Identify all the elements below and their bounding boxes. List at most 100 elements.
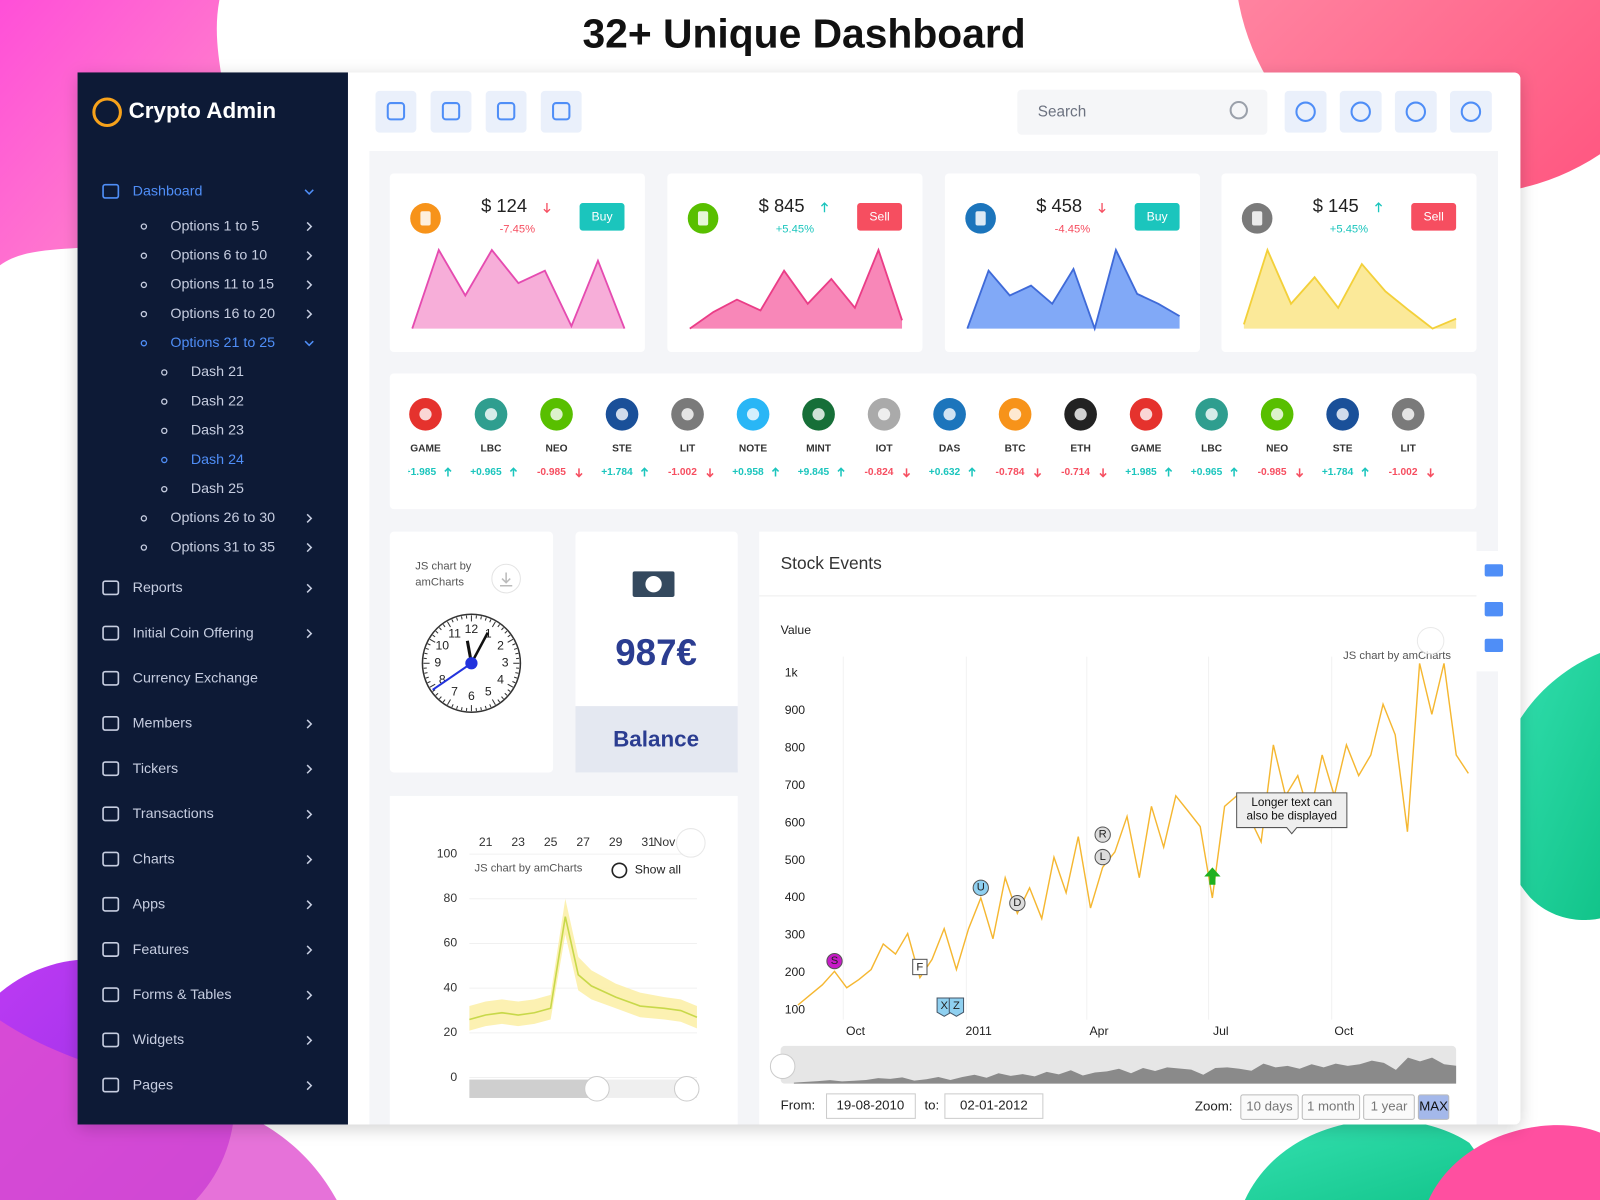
menu-label[interactable]: Dash 24: [191, 452, 244, 468]
search-placeholder[interactable]: Search: [1038, 103, 1086, 120]
zoom-button[interactable]: [1417, 1094, 1450, 1120]
menu-label[interactable]: Members: [133, 716, 192, 732]
tool-icon[interactable]: [1484, 564, 1504, 577]
action-label[interactable]: Buy: [591, 210, 613, 224]
ticker-glyph: [681, 408, 694, 421]
action-button[interactable]: [1134, 203, 1180, 231]
ticker-arrow: [509, 467, 518, 477]
from-date[interactable]: 19-08-2010: [837, 1098, 905, 1113]
header-button[interactable]: [1394, 90, 1437, 133]
menu-label[interactable]: Apps: [133, 897, 166, 913]
header-button[interactable]: [1284, 90, 1327, 133]
search-icon[interactable]: [1229, 101, 1248, 120]
action-button[interactable]: [857, 203, 903, 231]
menu-label[interactable]: Currency Exchange: [133, 671, 258, 687]
ticker-symbol: BTC: [1005, 444, 1027, 455]
header-button[interactable]: [485, 90, 527, 133]
menu-label[interactable]: Features: [133, 942, 189, 958]
menu-label[interactable]: Forms & Tables: [133, 987, 232, 1003]
tool-icon[interactable]: [1484, 638, 1504, 653]
clock-tick: [438, 696, 442, 700]
chart-credit: amCharts: [415, 577, 464, 589]
y-axis-label: Value: [781, 623, 812, 637]
ticker-arrow: [1099, 468, 1107, 478]
download-button[interactable]: [676, 828, 706, 858]
zoom-option[interactable]: 10 days: [1246, 1099, 1293, 1114]
action-button[interactable]: [1411, 203, 1457, 231]
action-label[interactable]: Buy: [1147, 210, 1169, 224]
spark-area: [967, 250, 1180, 329]
menu-label[interactable]: Transactions: [133, 806, 214, 822]
menu-chevron: [306, 1035, 313, 1046]
menu-bullet: [161, 398, 168, 405]
zoom-button[interactable]: [1240, 1094, 1299, 1120]
zoom-button[interactable]: [1363, 1094, 1415, 1120]
menu-label[interactable]: Dash 22: [191, 393, 244, 409]
header-button[interactable]: [1339, 90, 1382, 133]
header-button[interactable]: [375, 90, 417, 133]
show-all[interactable]: Show all: [635, 863, 681, 877]
menu-label[interactable]: Pages: [133, 1077, 173, 1093]
ticker-glyph: [1205, 408, 1218, 421]
menu-label[interactable]: Dash 25: [191, 481, 244, 497]
menu-label[interactable]: Options 1 to 5: [170, 218, 259, 234]
header-button[interactable]: [1450, 90, 1492, 133]
ticker-symbol: GAME: [1131, 444, 1162, 455]
menu-label[interactable]: Options 16 to 20: [170, 306, 275, 322]
y-tick-label: 0: [450, 1070, 457, 1084]
zoom-option[interactable]: 1 month: [1307, 1099, 1355, 1114]
action-button[interactable]: [579, 203, 625, 231]
clock-tick: [424, 672, 428, 674]
tool-icon[interactable]: [1484, 602, 1504, 617]
banner-title: 32+ Unique Dashboard: [582, 11, 1025, 57]
menu-label[interactable]: Tickers: [133, 761, 178, 777]
to-date[interactable]: 02-01-2012: [960, 1098, 1028, 1113]
menu-chevron: [306, 513, 313, 523]
menu-chevron: [306, 900, 313, 910]
ticker-glyph: [1402, 408, 1415, 421]
menu-label[interactable]: Charts: [133, 851, 175, 867]
scroller-series: [793, 1057, 1457, 1084]
date-field[interactable]: [826, 1093, 916, 1119]
clock-tick: [513, 676, 518, 679]
menu-label[interactable]: Options 11 to 15: [170, 277, 274, 293]
header-button[interactable]: [430, 90, 472, 133]
menu-label[interactable]: Reports: [133, 580, 183, 596]
menu-label[interactable]: Options 6 to 10: [170, 247, 267, 263]
menu-label[interactable]: Options 26 to 30: [170, 510, 275, 526]
clock-tick: [491, 621, 496, 628]
menu-label[interactable]: Dash 23: [191, 423, 244, 439]
action-label[interactable]: Sell: [869, 210, 889, 224]
zoom-button[interactable]: [1301, 1094, 1361, 1120]
download-button[interactable]: [1416, 627, 1445, 655]
clock-tick: [435, 630, 439, 634]
scroller-grip[interactable]: [769, 1053, 796, 1080]
zoom-option[interactable]: 1 year: [1371, 1099, 1408, 1114]
ticker-arrow: [968, 467, 976, 477]
event-label: D: [1013, 897, 1021, 909]
date-field[interactable]: [944, 1093, 1044, 1119]
trend-arrow: [1375, 202, 1383, 213]
zoom-option[interactable]: MAX: [1419, 1099, 1448, 1114]
ticker-change: +0.632: [929, 467, 961, 478]
clock-tick: [504, 630, 508, 634]
menu-label[interactable]: Options 31 to 35: [170, 539, 275, 555]
menu-chevron: [306, 583, 313, 593]
search-box[interactable]: [1017, 89, 1268, 135]
ticker-change: -0.985: [1258, 467, 1287, 478]
header-button[interactable]: [540, 90, 582, 133]
menu-label[interactable]: Initial Coin Offering: [133, 625, 254, 641]
header-icon: [1460, 101, 1482, 122]
scrollbar-grip[interactable]: [673, 1076, 700, 1102]
clock-tick: [512, 643, 516, 646]
menu-icon: [102, 851, 120, 867]
x-tick-label: 25: [544, 835, 558, 849]
menu-label[interactable]: Options 21 to 25: [170, 335, 275, 351]
action-label[interactable]: Sell: [1423, 210, 1443, 224]
menu-label[interactable]: Dashboard: [133, 184, 203, 200]
scrollbar-grip[interactable]: [584, 1076, 610, 1102]
event-marker: [826, 952, 843, 970]
menu-label[interactable]: Widgets: [133, 1032, 185, 1048]
download-icon: [500, 572, 513, 587]
menu-label[interactable]: Dash 21: [191, 364, 244, 380]
